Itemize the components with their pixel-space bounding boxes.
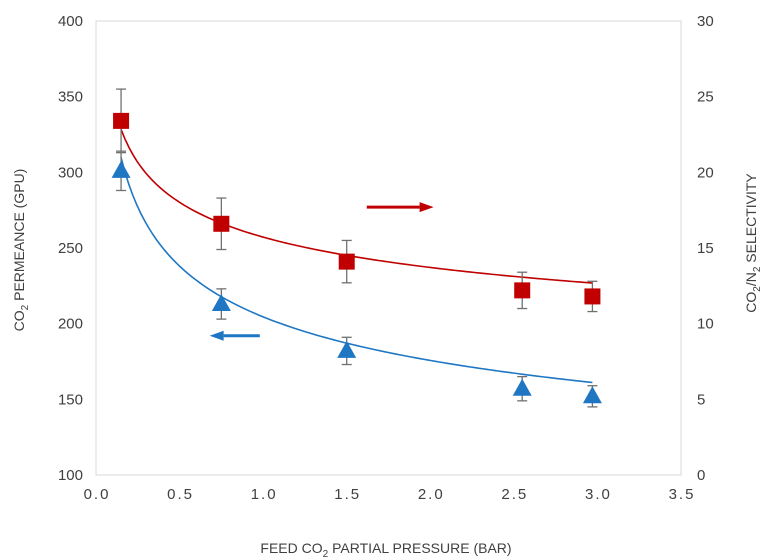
permeance-axis-arrow xyxy=(209,330,260,341)
y-tick-label-right: 15 xyxy=(697,240,714,257)
selectivity-axis-arrow xyxy=(366,202,434,213)
selectivity-point xyxy=(338,253,355,270)
error-bars xyxy=(116,88,598,408)
fit-curves xyxy=(120,129,593,384)
y-axis-title-left: CO2 PERMEANCE (GPU) xyxy=(11,169,31,332)
y-tick-label-right: 0 xyxy=(697,467,705,484)
arrow-head xyxy=(209,330,224,341)
y-tick-label-right: 5 xyxy=(697,391,705,408)
selectivity-point xyxy=(584,288,601,305)
y-tick-label-left: 200 xyxy=(58,316,83,333)
y-tick-label-left: 350 xyxy=(58,89,83,106)
tick-labels: 0.0 0.5 1.0 1.5 2.0 2.5 3.0 3.51001502002503003… xyxy=(58,13,714,503)
x-tick-label: 1.0 xyxy=(251,486,278,503)
x-tick-label: 1.5 xyxy=(334,486,361,503)
y-tick-label-left: 300 xyxy=(58,164,83,181)
y-tick-label-left: 150 xyxy=(58,391,83,408)
y-tick-label-right: 10 xyxy=(697,316,714,333)
permeance-point xyxy=(337,340,357,358)
selectivity-point xyxy=(514,282,531,299)
permeance-point xyxy=(512,378,532,396)
axis-arrows xyxy=(209,202,434,341)
selectivity-point xyxy=(113,112,130,129)
y-tick-label-left: 400 xyxy=(58,13,83,30)
selectivity-fit-curve xyxy=(120,129,593,284)
selectivity-point xyxy=(213,215,230,232)
y-tick-label-right: 20 xyxy=(697,164,714,181)
x-tick-label: 2.5 xyxy=(501,486,528,503)
x-tick-label: 3.0 xyxy=(585,486,612,503)
y-axis-title-right: CO2/N2 SELECTIVITY xyxy=(743,173,763,313)
permeance-point xyxy=(111,160,131,178)
arrow-head xyxy=(419,202,434,213)
x-tick-label: 2.0 xyxy=(418,486,445,503)
y-tick-label-right: 25 xyxy=(697,89,714,106)
x-axis-title: FEED CO2 PARTIAL PRESSURE (BAR) xyxy=(260,540,511,559)
x-tick-label: 0.0 xyxy=(84,486,111,503)
axes xyxy=(95,20,682,476)
permeance-point xyxy=(582,386,602,404)
permeance-fit-curve xyxy=(120,157,593,384)
y-tick-label-right: 30 xyxy=(697,13,714,30)
y-tick-label-left: 100 xyxy=(58,467,83,484)
x-tick-label: 3.5 xyxy=(669,486,696,503)
permeance-point xyxy=(211,293,231,311)
plot-frame xyxy=(95,20,682,476)
data-markers xyxy=(111,112,602,404)
x-tick-label: 0.5 xyxy=(167,486,194,503)
y-tick-label-left: 250 xyxy=(58,240,83,257)
